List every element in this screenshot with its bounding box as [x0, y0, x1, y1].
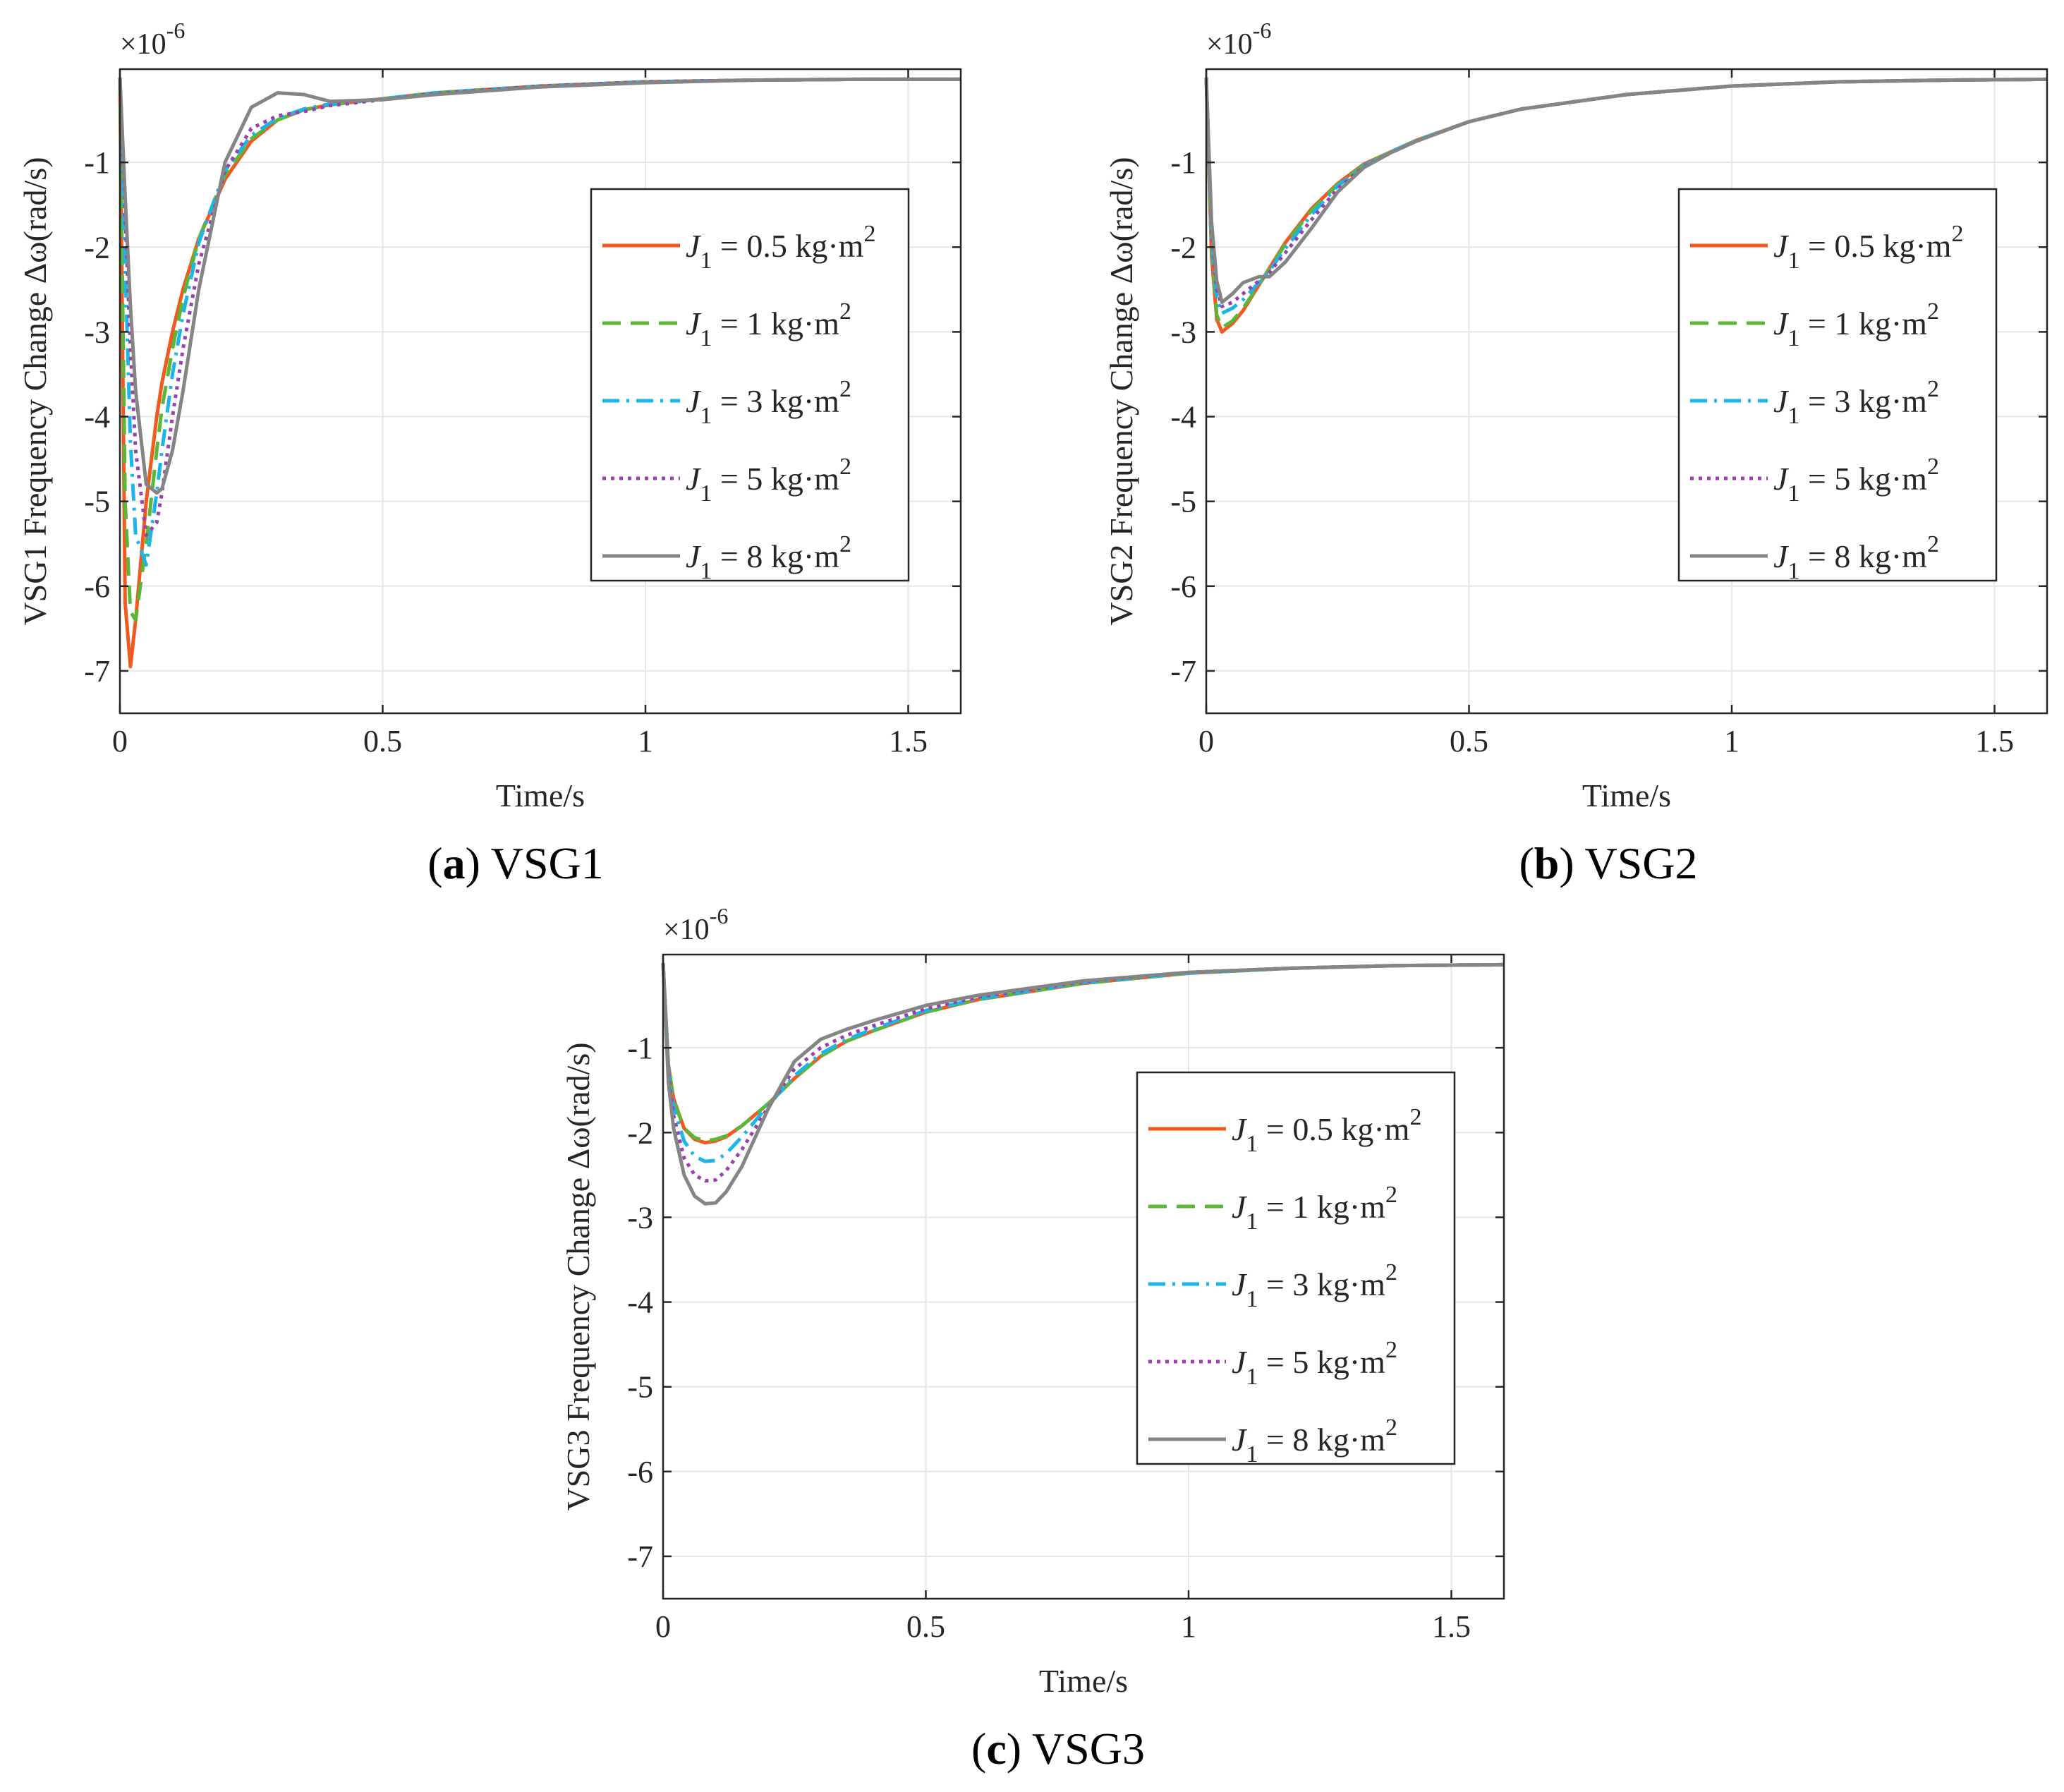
axes-box — [1205, 68, 2048, 715]
axes-box — [119, 68, 962, 715]
y-tick-label: -7 — [627, 1539, 653, 1574]
y-tick-label: -6 — [627, 1455, 653, 1489]
legend-entry-j1-3: J1 = 3 kg·m2 — [686, 376, 851, 429]
panel-caption: (b) VSG2 — [1519, 838, 1697, 888]
x-tick-label: 1.5 — [1975, 724, 2014, 758]
legend-entry-j1-0-5: J1 = 0.5 kg·m2 — [686, 221, 875, 274]
x-axis-label: Time/s — [496, 777, 585, 813]
legend-entry-j1-5: J1 = 5 kg·m2 — [686, 454, 851, 507]
y-tick-label: -3 — [627, 1200, 653, 1235]
y-tick-label: -5 — [627, 1370, 653, 1405]
y-exponent-label: ×10-6 — [663, 903, 728, 946]
series-line-j1-3 — [118, 77, 961, 567]
series-line-j1-5 — [661, 962, 1505, 1183]
chart-panel-1: 0 0.5 1 1.5 -7 -6 -5 -4 -3 -2 -1 ×10-6 Time/s VSG1 Fr… — [17, 18, 962, 888]
chart-panel-3: 0 0.5 1 1.5 -7 -6 -5 -4 -3 -2 -1 ×10-6 Time/s VSG3 Fr… — [560, 903, 1505, 1774]
panel-caption: (c) VSG3 — [971, 1724, 1145, 1774]
x-axis-label: Time/s — [1039, 1663, 1128, 1699]
chart-panel-2: 0 0.5 1 1.5 -7 -6 -5 -4 -3 -2 -1 ×10-6 Time/s VSG2 Fr… — [1103, 18, 2048, 888]
y-tick-label: -3 — [1170, 315, 1196, 349]
y-tick-label: -5 — [84, 485, 110, 519]
y-axis-label: VSG1 Frequency Change Δω(rad/s) — [17, 157, 53, 625]
x-tick-label: 0.5 — [1450, 724, 1488, 758]
legend-entry-j1-0-5: J1 = 0.5 kg·m2 — [1232, 1104, 1421, 1157]
legend: J1 = 0.5 kg·m2 J1 = 1 kg·m2 J1 = 3 kg·m2 J1… — [590, 188, 910, 584]
legend-box — [590, 188, 910, 582]
x-tick-label: 1 — [1181, 1609, 1196, 1644]
legend-entry-j1-3: J1 = 3 kg·m2 — [1773, 376, 1939, 429]
y-tick-label: -2 — [84, 230, 110, 265]
x-tick-label: 1 — [1724, 724, 1740, 758]
legend-entry-j1-8: J1 = 8 kg·m2 — [1773, 531, 1939, 584]
y-tick-label: -3 — [84, 315, 110, 349]
x-tick-label: 0.5 — [363, 724, 402, 758]
y-tick-label: -4 — [627, 1285, 653, 1320]
y-tick-label: -7 — [1170, 654, 1196, 689]
series-line-j1-8 — [118, 77, 961, 495]
series-line-j1-8 — [661, 962, 1505, 1206]
x-tick-label: 1.5 — [1432, 1609, 1471, 1644]
legend-entry-j1-5: J1 = 5 kg·m2 — [1232, 1337, 1397, 1390]
legend-entry-j1-1: J1 = 1 kg·m2 — [1773, 298, 1939, 351]
y-tick-label: -6 — [84, 569, 110, 604]
legend-box — [1677, 188, 1998, 582]
x-tick-label: 0 — [112, 724, 128, 758]
y-tick-label: -1 — [1170, 145, 1196, 180]
legend-entry-j1-8: J1 = 8 kg·m2 — [686, 531, 851, 584]
x-tick-label: 0.5 — [906, 1609, 945, 1644]
x-tick-label: 1.5 — [889, 724, 928, 758]
legend-entry-j1-1: J1 = 1 kg·m2 — [1232, 1182, 1397, 1235]
series-line-j1-8 — [1204, 77, 2048, 304]
legend-entry-j1-1: J1 = 1 kg·m2 — [686, 298, 851, 351]
y-axis-label: VSG2 Frequency Change Δω(rad/s) — [1103, 157, 1139, 625]
legend-entry-j1-0-5: J1 = 0.5 kg·m2 — [1773, 221, 1963, 274]
y-tick-label: -1 — [84, 145, 110, 180]
x-tick-label: 1 — [638, 724, 653, 758]
y-tick-label: -6 — [1170, 569, 1196, 604]
legend: J1 = 0.5 kg·m2 J1 = 1 kg·m2 J1 = 3 kg·m2 J1… — [1136, 1071, 1456, 1467]
y-exponent-label: ×10-6 — [120, 18, 185, 61]
x-axis-label: Time/s — [1582, 777, 1671, 813]
y-tick-label: -4 — [1170, 400, 1196, 435]
y-tick-label: -2 — [627, 1115, 653, 1150]
y-exponent-label: ×10-6 — [1206, 18, 1271, 61]
legend: J1 = 0.5 kg·m2 J1 = 1 kg·m2 J1 = 3 kg·m2 J1… — [1677, 188, 1998, 584]
panel-caption: (a) VSG1 — [427, 838, 604, 888]
x-tick-label: 0 — [1198, 724, 1214, 758]
legend-entry-j1-8: J1 = 8 kg·m2 — [1232, 1415, 1397, 1467]
y-axis-label: VSG3 Frequency Change Δω(rad/s) — [560, 1042, 596, 1511]
y-tick-label: -2 — [1170, 230, 1196, 265]
y-tick-label: -4 — [84, 400, 110, 435]
y-tick-label: -1 — [627, 1031, 653, 1065]
x-tick-label: 0 — [655, 1609, 671, 1644]
legend-entry-j1-5: J1 = 5 kg·m2 — [1773, 454, 1939, 507]
axes-box — [662, 953, 1505, 1600]
legend-entry-j1-3: J1 = 3 kg·m2 — [1232, 1259, 1397, 1312]
legend-box — [1136, 1071, 1456, 1465]
y-tick-label: -7 — [84, 654, 110, 689]
y-tick-label: -5 — [1170, 485, 1196, 519]
